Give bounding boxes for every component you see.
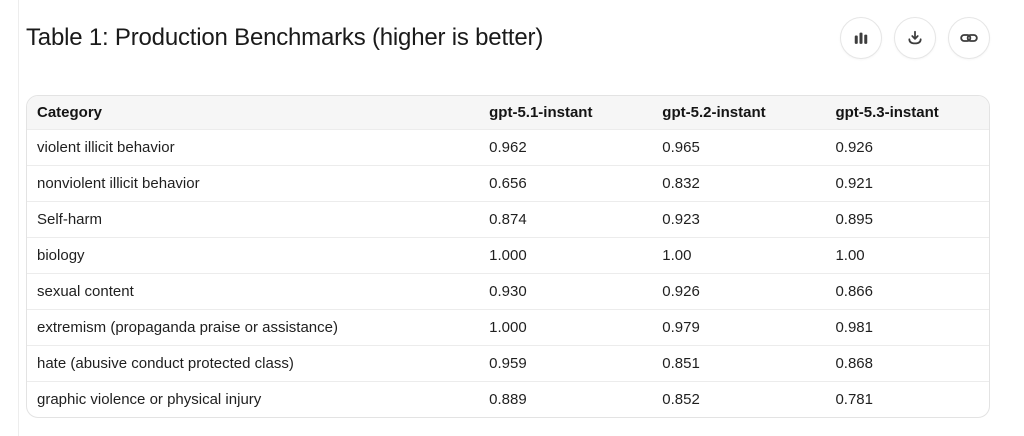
cell-category: sexual content [27,273,480,310]
link-icon [959,28,979,48]
download-icon [905,28,925,48]
cell-value: 0.832 [652,165,826,202]
cell-value: 0.866 [825,273,989,310]
cell-value: 0.959 [479,345,653,382]
column-header-model-2: gpt-5.2-instant [652,96,826,130]
cell-value: 0.962 [479,129,653,166]
cell-category: hate (abusive conduct protected class) [27,345,480,382]
table-row: extremism (propaganda praise or assistan… [27,309,989,346]
cell-value: 0.926 [652,273,826,310]
cell-value: 0.868 [825,345,989,382]
cell-category: violent illicit behavior [27,129,480,166]
table-row: Self-harm 0.874 0.923 0.895 [27,201,989,238]
cell-category: nonviolent illicit behavior [27,165,480,202]
table-row: biology 1.000 1.00 1.00 [27,237,989,274]
chart-view-button[interactable] [840,17,882,59]
benchmark-widget: Table 1: Production Benchmarks (higher i… [26,14,990,418]
cell-value: 1.000 [479,309,653,346]
cell-category: biology [27,237,480,274]
widget-header: Table 1: Production Benchmarks (higher i… [26,14,990,62]
cell-value: 1.000 [479,237,653,274]
table-row: nonviolent illicit behavior 0.656 0.832 … [27,165,989,202]
page-left-divider [18,0,19,436]
table-row: violent illicit behavior 0.962 0.965 0.9… [27,129,989,166]
cell-value: 0.930 [479,273,653,310]
table-header-row: Category gpt-5.1-instant gpt-5.2-instant… [27,96,989,130]
cell-value: 0.926 [825,129,989,166]
benchmark-table: Category gpt-5.1-instant gpt-5.2-instant… [27,96,989,417]
cell-value: 0.895 [825,201,989,238]
table-row: sexual content 0.930 0.926 0.866 [27,273,989,310]
cell-value: 0.889 [479,381,653,417]
page-title: Table 1: Production Benchmarks (higher i… [26,24,544,51]
cell-value: 0.979 [652,309,826,346]
cell-value: 0.965 [652,129,826,166]
benchmark-table-card: Category gpt-5.1-instant gpt-5.2-instant… [26,95,990,418]
copy-link-button[interactable] [948,17,990,59]
cell-category: Self-harm [27,201,480,238]
cell-value: 0.923 [652,201,826,238]
bar-chart-icon [851,28,871,48]
table-row: graphic violence or physical injury 0.88… [27,381,989,417]
cell-value: 0.852 [652,381,826,417]
cell-value: 0.851 [652,345,826,382]
cell-value: 0.921 [825,165,989,202]
cell-value: 0.781 [825,381,989,417]
download-button[interactable] [894,17,936,59]
cell-value: 0.874 [479,201,653,238]
column-header-model-1: gpt-5.1-instant [479,96,653,130]
cell-value: 0.981 [825,309,989,346]
table-row: hate (abusive conduct protected class) 0… [27,345,989,382]
cell-value: 1.00 [652,237,826,274]
column-header-model-3: gpt-5.3-instant [825,96,989,130]
cell-category: extremism (propaganda praise or assistan… [27,309,480,346]
column-header-category: Category [27,96,480,130]
cell-value: 1.00 [825,237,989,274]
cell-category: graphic violence or physical injury [27,381,480,417]
action-buttons [840,17,990,59]
cell-value: 0.656 [479,165,653,202]
